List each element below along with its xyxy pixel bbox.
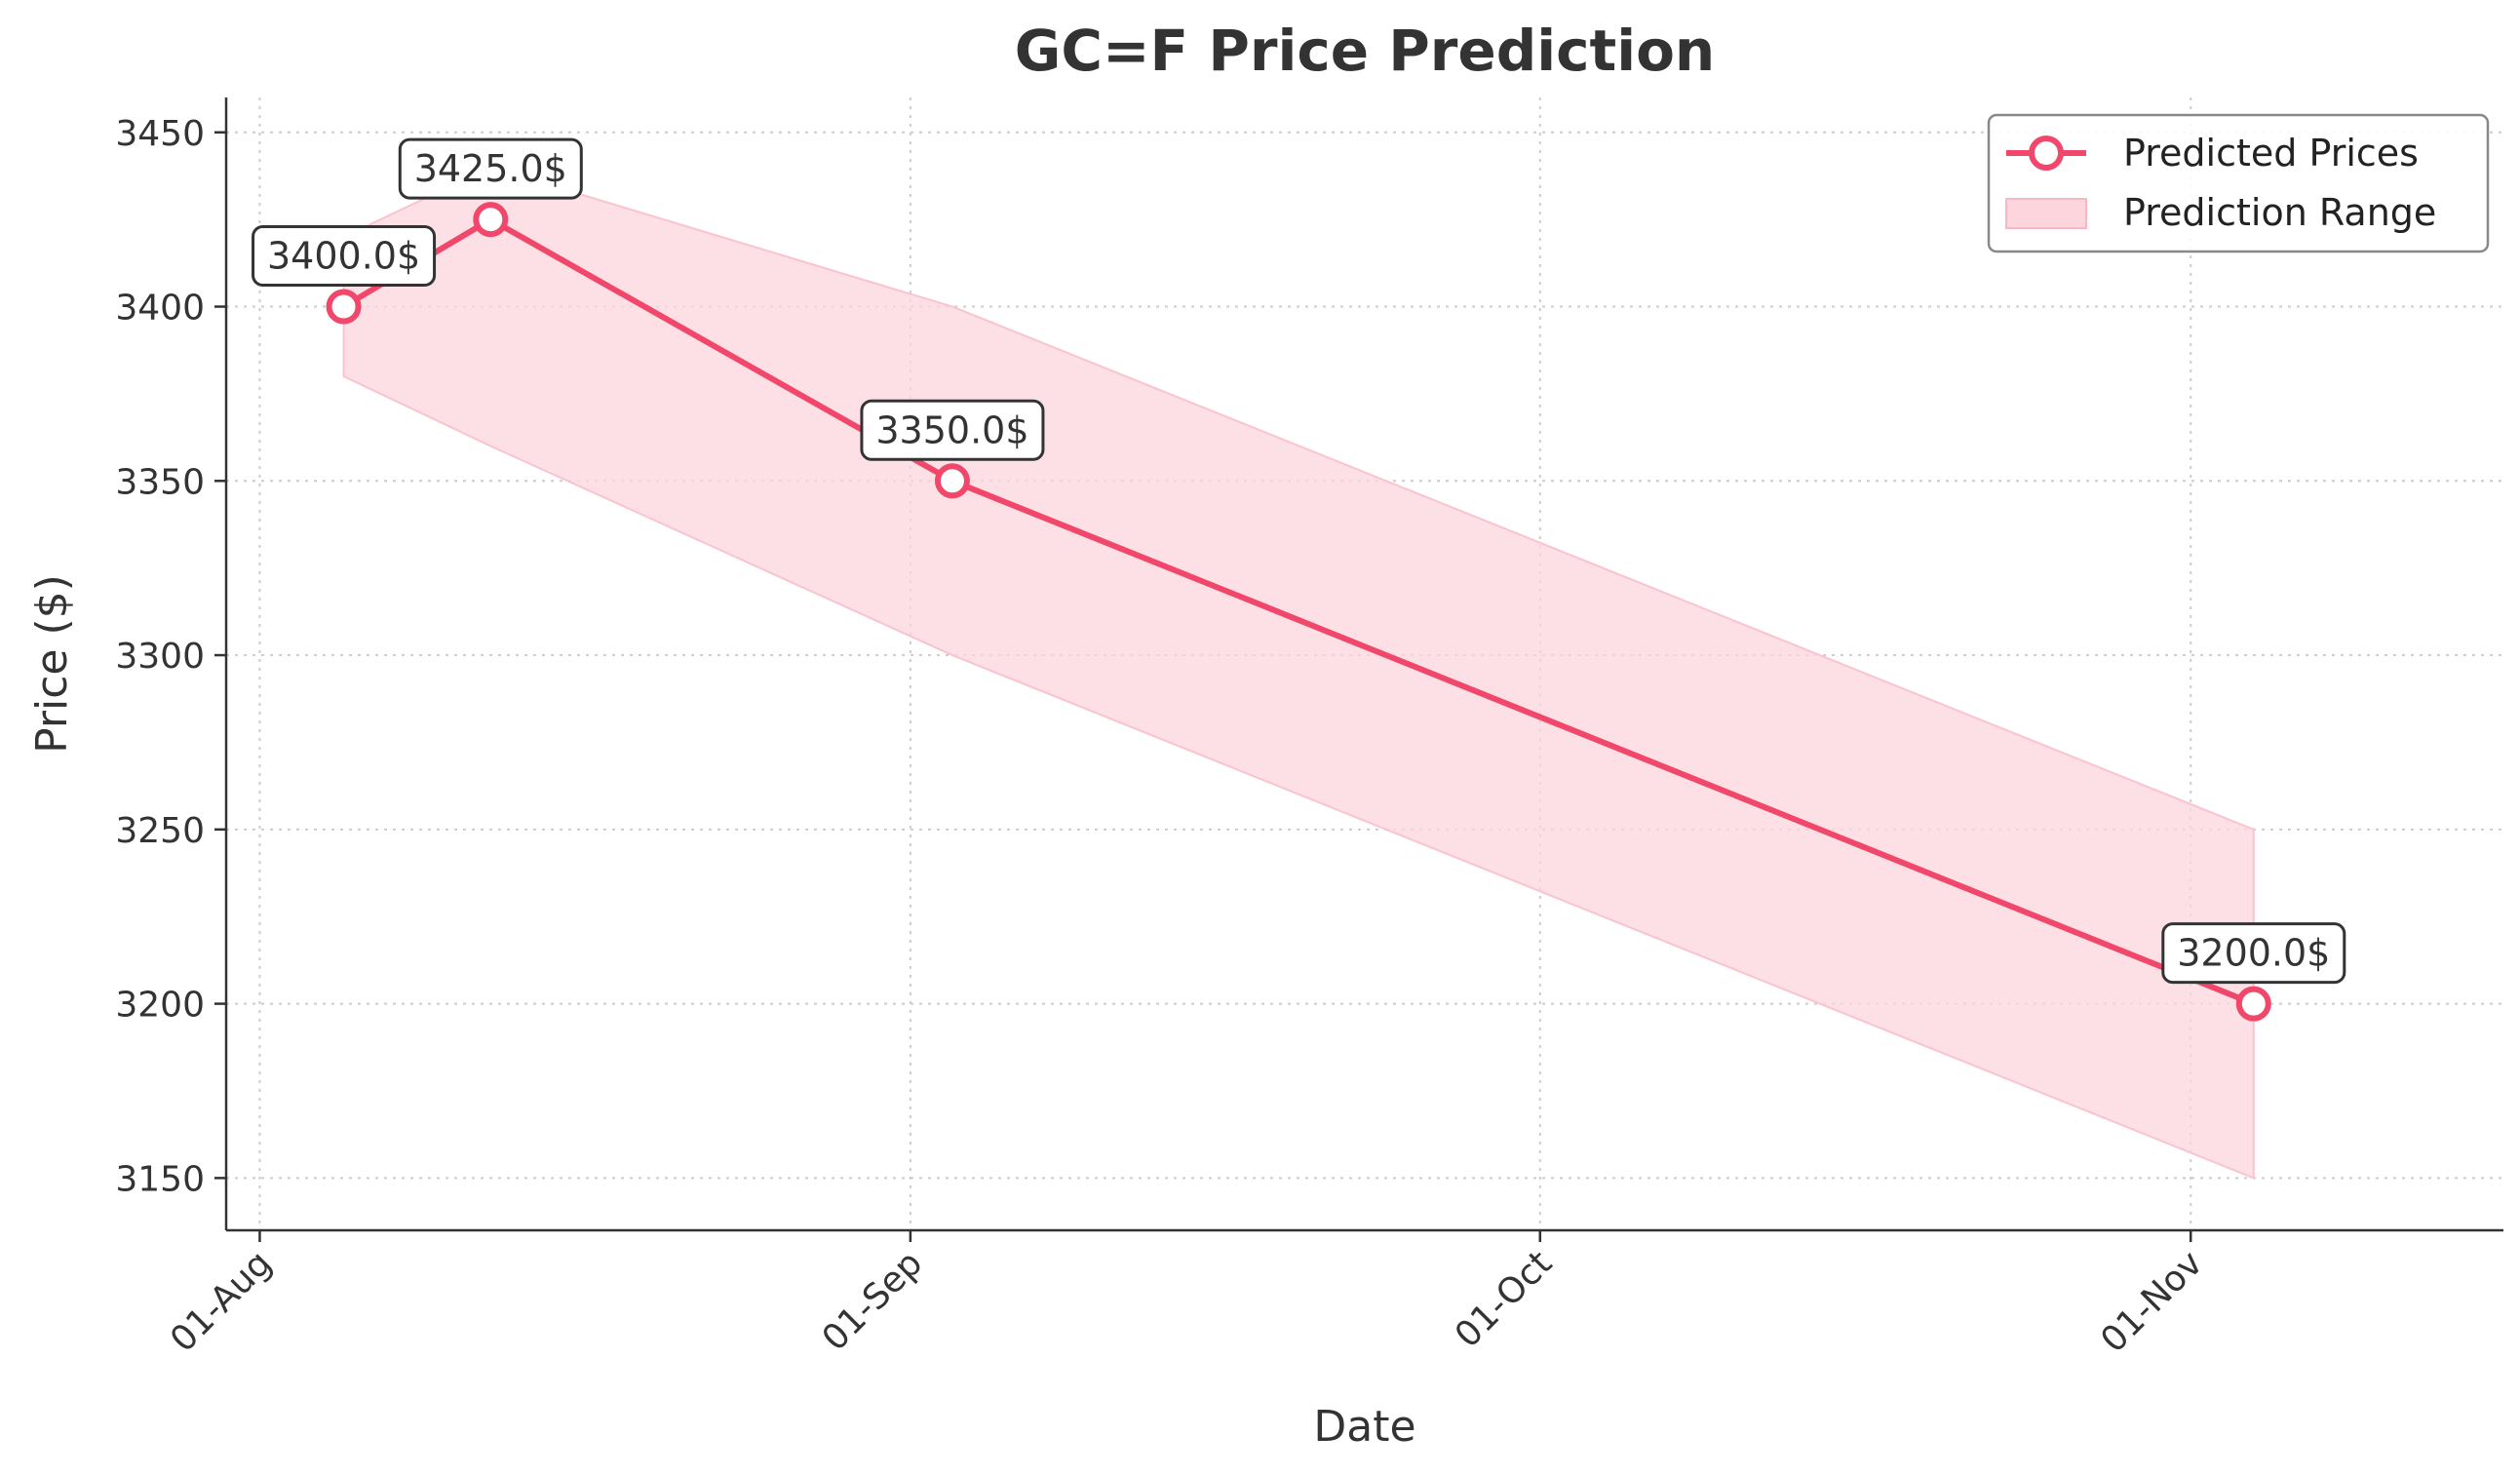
- legend: Predicted Prices Prediction Range: [1987, 113, 2490, 253]
- data-label: 3200.0$: [2177, 932, 2330, 975]
- legend-marker-swatch: [2029, 136, 2064, 171]
- data-label-box: [2161, 922, 2346, 985]
- data-label-box: [860, 399, 1045, 461]
- y-tick-label: 3300: [115, 637, 205, 677]
- predicted-price-point: [2235, 986, 2271, 1022]
- y-tick-label: 3400: [115, 289, 205, 329]
- legend-label-range: Prediction Range: [2123, 191, 2436, 234]
- prediction-range-area: [342, 166, 2255, 1180]
- legend-range-swatch: [2005, 198, 2087, 229]
- legend-label-predicted: Predicted Prices: [2123, 132, 2419, 175]
- chart-title: GC=F Price Prediction: [1015, 18, 1715, 84]
- prediction-range-band: [342, 166, 2255, 1180]
- data-labels: 3400.0$ 3425.0$ 3350.0$ 3200.0$: [252, 137, 2346, 985]
- y-axis-label: Price ($): [27, 574, 77, 754]
- y-tick-label: 3350: [115, 462, 205, 502]
- y-tick-label: 3250: [115, 811, 205, 851]
- predicted-price-point: [934, 463, 970, 499]
- data-label: 3350.0$: [875, 408, 1028, 451]
- predicted-price-point: [473, 202, 509, 238]
- data-label-box: [398, 137, 583, 200]
- data-label: 3400.0$: [267, 235, 420, 278]
- axes: [224, 97, 2503, 1232]
- y-tick-label: 3200: [115, 986, 205, 1026]
- data-label: 3425.0$: [414, 147, 567, 190]
- y-tick-label: 3450: [115, 114, 205, 154]
- predicted-price-point: [326, 289, 362, 325]
- y-tick-label: 3150: [115, 1159, 205, 1199]
- data-label-box: [252, 225, 437, 288]
- x-axis-label: Date: [1313, 1402, 1415, 1452]
- legend-frame: [1987, 113, 2490, 253]
